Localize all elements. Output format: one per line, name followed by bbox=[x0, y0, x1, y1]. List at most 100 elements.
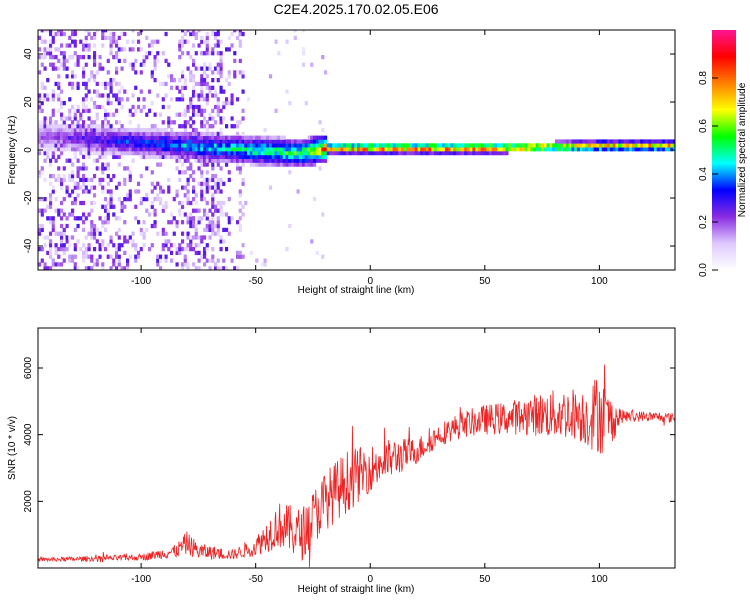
heatmap-cell bbox=[192, 127, 196, 133]
heatmap-cell bbox=[310, 158, 314, 163]
heatmap-cell bbox=[219, 127, 223, 133]
heatmap-cell bbox=[211, 139, 215, 144]
top-y-tick-label: 20 bbox=[23, 96, 34, 108]
heatmap-cell bbox=[172, 231, 176, 236]
heatmap-cell bbox=[189, 200, 193, 206]
heatmap-cell bbox=[161, 227, 165, 233]
heatmap-cell bbox=[84, 177, 88, 183]
heatmap-cell bbox=[332, 147, 336, 152]
heatmap-cell bbox=[117, 254, 121, 259]
heatmap-cell bbox=[208, 227, 212, 233]
heatmap-cell bbox=[288, 170, 292, 175]
heatmap-cell bbox=[181, 139, 185, 144]
heatmap-cell bbox=[230, 31, 234, 37]
heatmap-cell bbox=[82, 104, 86, 110]
heatmap-cell bbox=[238, 216, 242, 221]
heatmap-cell bbox=[472, 151, 476, 156]
heatmap-cell bbox=[208, 62, 212, 67]
heatmap-cell bbox=[211, 204, 215, 209]
heatmap-cell bbox=[219, 74, 223, 79]
heatmap-cell bbox=[115, 51, 119, 56]
heatmap-cell bbox=[170, 212, 174, 217]
heatmap-cell bbox=[211, 212, 215, 217]
heatmap-cell bbox=[598, 139, 603, 144]
heatmap-cell bbox=[51, 135, 55, 140]
heatmap-cell bbox=[673, 143, 675, 148]
heatmap-cell bbox=[38, 170, 42, 175]
heatmap-cell bbox=[282, 154, 286, 160]
heatmap-cell bbox=[194, 139, 198, 144]
heatmap-cell bbox=[189, 30, 193, 33]
heatmap-cell bbox=[131, 135, 135, 140]
heatmap-cell bbox=[211, 30, 215, 33]
heatmap-cell bbox=[137, 250, 141, 256]
heatmap-cell bbox=[137, 127, 141, 133]
heatmap-cell bbox=[178, 55, 182, 60]
heatmap-cell bbox=[211, 193, 215, 198]
heatmap-cell bbox=[62, 243, 66, 248]
heatmap-cell bbox=[263, 127, 267, 133]
heatmap-cell bbox=[60, 181, 64, 186]
heatmap-cell bbox=[425, 143, 429, 148]
heatmap-cell bbox=[227, 170, 231, 175]
heatmap-cell bbox=[629, 147, 633, 152]
heatmap-cell bbox=[247, 135, 251, 140]
heatmap-cell bbox=[159, 189, 163, 194]
heatmap-cell bbox=[208, 143, 212, 148]
heatmap-cell bbox=[65, 66, 69, 71]
heatmap-cell bbox=[324, 143, 328, 148]
heatmap-cell bbox=[483, 147, 487, 152]
heatmap-cell bbox=[57, 127, 61, 133]
heatmap-cell bbox=[313, 135, 317, 140]
heatmap-cell bbox=[153, 220, 157, 225]
heatmap-cell bbox=[612, 139, 616, 144]
heatmap-cell bbox=[208, 147, 212, 152]
heatmap-cell bbox=[115, 93, 119, 98]
heatmap-cell bbox=[205, 158, 209, 163]
heatmap-cell bbox=[79, 147, 83, 152]
heatmap-cell bbox=[68, 243, 72, 248]
heatmap-cell bbox=[62, 58, 66, 64]
heatmap-cell bbox=[293, 35, 297, 41]
heatmap-cell bbox=[172, 139, 176, 144]
heatmap-cell bbox=[120, 204, 124, 209]
heatmap-cell bbox=[293, 147, 297, 152]
heatmap-cell bbox=[192, 74, 196, 79]
heatmap-cell bbox=[148, 131, 152, 137]
heatmap-cell bbox=[483, 143, 487, 148]
heatmap-cell bbox=[214, 185, 218, 190]
heatmap-cell bbox=[115, 66, 119, 71]
heatmap-cell bbox=[197, 243, 201, 248]
heatmap-cell bbox=[95, 127, 99, 133]
heatmap-cell bbox=[106, 81, 110, 87]
heatmap-cell bbox=[609, 147, 614, 152]
heatmap-cell bbox=[101, 30, 105, 33]
heatmap-cell bbox=[200, 108, 204, 113]
heatmap-cell bbox=[216, 112, 220, 117]
heatmap-cell bbox=[68, 97, 72, 102]
heatmap-cell bbox=[241, 243, 245, 248]
heatmap-cell bbox=[205, 85, 209, 90]
heatmap-cell bbox=[439, 151, 443, 156]
heatmap-cell bbox=[101, 162, 105, 167]
heatmap-cell bbox=[98, 93, 102, 98]
heatmap-cell bbox=[395, 147, 399, 152]
heatmap-cell bbox=[117, 58, 121, 64]
heatmap-cell bbox=[211, 124, 215, 129]
heatmap-cell bbox=[57, 254, 61, 259]
heatmap-cell bbox=[54, 158, 58, 163]
bottom-x-tick-label: -100 bbox=[131, 574, 151, 585]
heatmap-cell bbox=[142, 62, 146, 67]
heatmap-cell bbox=[557, 139, 561, 144]
heatmap-cell bbox=[299, 143, 303, 148]
heatmap-cell bbox=[51, 143, 55, 148]
heatmap-cell bbox=[123, 147, 127, 152]
heatmap-cell bbox=[192, 177, 196, 183]
heatmap-cell bbox=[183, 154, 187, 160]
heatmap-cell bbox=[161, 139, 165, 144]
heatmap-cell bbox=[161, 127, 165, 133]
heatmap-cell bbox=[216, 208, 220, 213]
heatmap-cell bbox=[233, 135, 237, 140]
heatmap-cell bbox=[112, 135, 116, 140]
heatmap-cell bbox=[477, 151, 482, 156]
